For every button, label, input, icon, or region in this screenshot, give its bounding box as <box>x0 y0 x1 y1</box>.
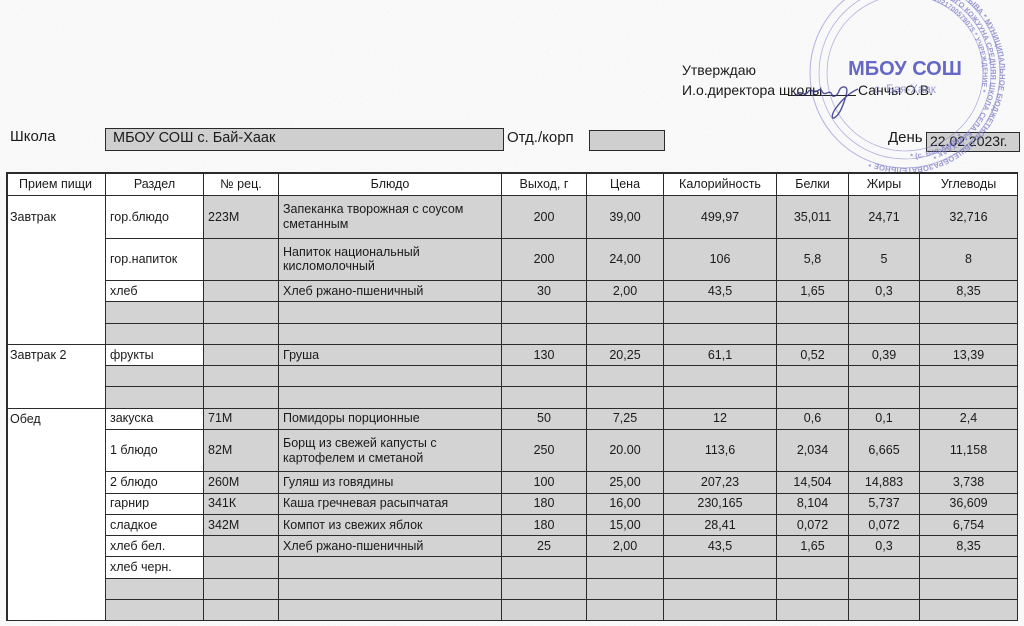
svg-text:МБОУ СОШ: МБОУ СОШ <box>848 58 962 80</box>
svg-text:с. Бая-Хаак: с. Бая-Хаак <box>874 84 937 96</box>
